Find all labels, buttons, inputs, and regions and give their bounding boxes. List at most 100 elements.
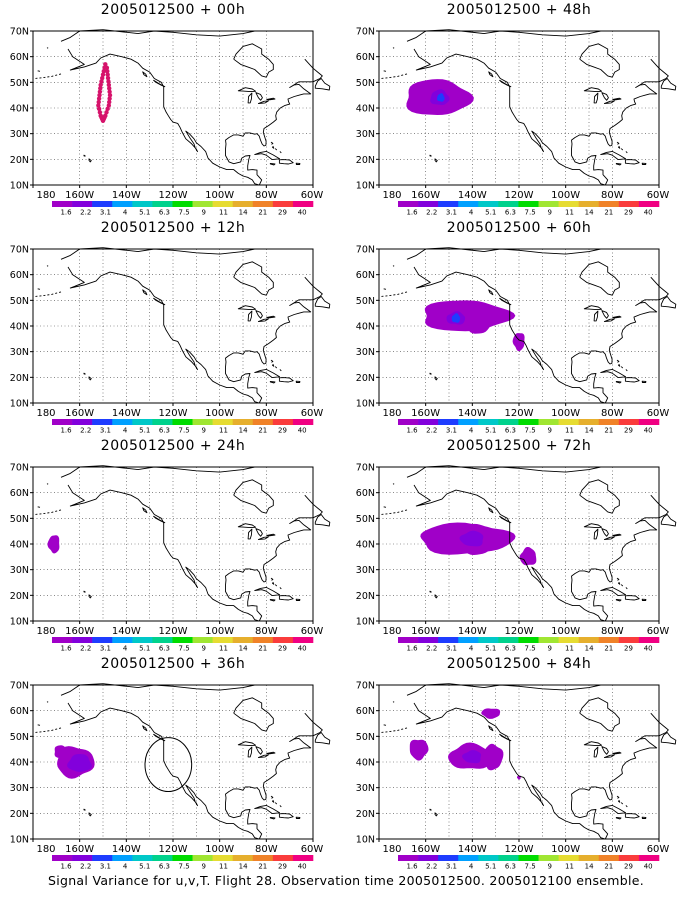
flight-track-point: [107, 89, 112, 94]
colorbar-label: 9: [202, 209, 206, 217]
colorbar-label: 14: [239, 645, 248, 653]
lat-label: 30N: [356, 129, 375, 140]
coastline-island: [641, 380, 647, 383]
lon-label: 160W: [65, 190, 94, 201]
lon-label: 60W: [301, 190, 324, 201]
colorbar-swatch: [192, 637, 213, 643]
colorbar-swatch: [398, 637, 419, 643]
coastline-island: [488, 289, 494, 296]
coastline-island: [274, 802, 278, 805]
flight-track-point: [107, 99, 112, 105]
flight-track-point: [103, 62, 108, 67]
coastline-lake: [601, 310, 609, 319]
coastline-lake: [255, 746, 263, 755]
lat-label: 20N: [356, 591, 375, 602]
coastline-island: [153, 297, 166, 306]
lon-label: 180: [36, 190, 55, 201]
panel-24h: 2005012500 + 24h 70N 60N 50N 40N 30N 20N 10N 180…: [0, 436, 346, 654]
colorbar-label: 14: [239, 209, 248, 217]
colorbar-label: 9: [202, 427, 206, 435]
colorbar-swatch: [192, 855, 213, 861]
coastline-lake: [257, 100, 270, 105]
colorbar-label: 11: [565, 645, 574, 653]
coastline-lake: [237, 305, 257, 311]
coastline-hudson-bay: [233, 479, 274, 514]
coastline-fragment: [383, 288, 387, 290]
lat-label: 10N: [356, 835, 375, 846]
colorbar-label: 4: [123, 209, 128, 217]
colorbar-label: 4: [469, 209, 474, 217]
lat-label: 30N: [356, 783, 375, 794]
coastline-island: [270, 141, 274, 145]
map-plot: 70N 60N 50N 40N 30N 20N 10N 180 160W 140W 120W 100W…: [10, 245, 331, 435]
panel-title: 2005012500 + 36h: [100, 656, 246, 672]
panel-title: 2005012500 + 24h: [100, 438, 246, 454]
colorbar-label: 2.2: [426, 427, 437, 435]
lon-label: 100W: [205, 626, 234, 637]
colorbar-swatch: [132, 201, 153, 207]
panel-60h: 2005012500 + 60h 70N 60N 50N 40N 30N 20N 10N 180…: [346, 218, 692, 436]
colorbar-label: 11: [565, 863, 574, 871]
variance-contour-fill: [47, 535, 60, 554]
signal-variance-shading: [424, 300, 525, 352]
panel-title: 2005012500 + 60h: [446, 220, 592, 236]
variance-contour-fill: [459, 530, 484, 547]
lon-label: 160W: [411, 190, 440, 201]
colorbar-swatch: [72, 855, 93, 861]
coastline-island: [278, 159, 294, 165]
colorbar-swatch: [618, 855, 640, 861]
colorbar: 1.6 2.2 3.1 4 5.1 6.3 7.5 9 11 14 21 29 40: [52, 201, 314, 217]
colorbar-label: 2.2: [80, 645, 91, 653]
colorbar-swatch: [152, 419, 173, 425]
coastline-island: [88, 376, 92, 381]
coastline-island: [270, 577, 274, 581]
colorbar-label: 9: [202, 645, 206, 653]
coastline-island: [641, 598, 647, 601]
colorbar-label: 40: [298, 209, 307, 217]
coastline-aleutians: [380, 291, 408, 297]
colorbar-label: 29: [624, 209, 633, 217]
panel-title: 2005012500 + 72h: [446, 438, 592, 454]
colorbar-swatch: [172, 419, 193, 425]
colorbar-swatch: [518, 419, 539, 425]
coastline-island: [314, 732, 331, 745]
colorbar-swatch: [292, 855, 314, 861]
lat-label: 10N: [10, 617, 29, 628]
coastline-island: [488, 71, 494, 78]
colorbar-label: 4: [123, 863, 128, 871]
coastline-island: [660, 514, 677, 527]
colorbar-label: 40: [644, 645, 653, 653]
colorbar-swatch: [272, 637, 294, 643]
variance-contour-fill: [465, 302, 495, 334]
coastline-aleutians: [34, 73, 62, 79]
colorbar-label: 1.6: [60, 645, 72, 653]
variance-contour-fill: [67, 754, 92, 772]
colorbar-swatch: [232, 855, 254, 861]
lat-label: 60N: [356, 270, 375, 281]
lat-label: 10N: [356, 617, 375, 628]
colorbar-swatch: [212, 201, 233, 207]
lon-label: 80W: [255, 190, 278, 201]
colorbar-label: 7.5: [179, 427, 190, 435]
coastline-lake: [601, 746, 609, 755]
coastline-lake: [593, 310, 599, 322]
colorbar-swatch: [418, 201, 439, 207]
colorbar-label: 40: [298, 645, 307, 653]
coastlines: [34, 683, 331, 840]
lat-label: 40N: [356, 540, 375, 551]
lon-label: 180: [36, 626, 55, 637]
coastline-island: [295, 162, 301, 165]
flight-track-point: [97, 89, 103, 94]
colorbar-label: 6.3: [505, 863, 516, 871]
map-plot: 70N 60N 50N 40N 30N 20N 10N 180 160W 140W 120W 100W…: [10, 681, 331, 871]
colorbar-label: 9: [548, 863, 552, 871]
colorbar-label: 29: [624, 645, 633, 653]
coastline-island: [625, 805, 628, 808]
colorbar-label: 4: [469, 863, 474, 871]
lon-label: 60W: [301, 408, 324, 419]
coastline-island: [641, 162, 647, 165]
colorbar-swatch: [598, 201, 620, 207]
colorbar-swatch: [252, 855, 274, 861]
variance-contour-fill: [481, 708, 501, 719]
colorbar-label: 9: [548, 645, 552, 653]
